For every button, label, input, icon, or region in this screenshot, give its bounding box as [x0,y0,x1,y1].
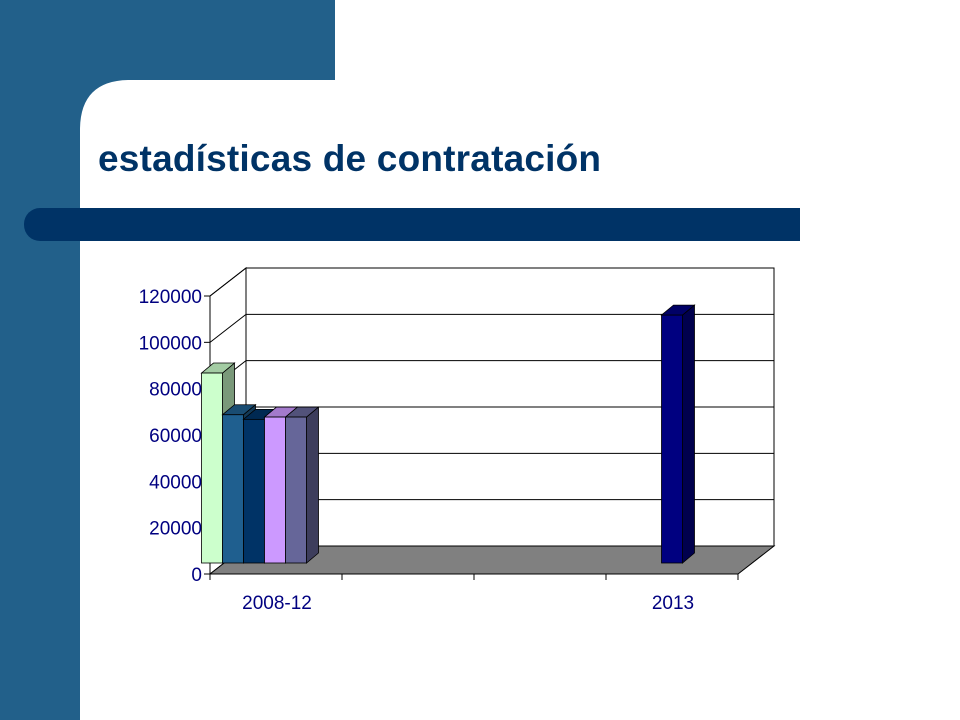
gridline [209,267,774,297]
y-tick-label: 100000 [139,333,202,354]
y-tick-label: 80000 [149,380,202,401]
y-tick-label: 60000 [149,426,202,447]
bar [222,414,244,564]
y-tick-label: 0 [191,565,202,586]
bar [661,314,683,564]
bar [264,416,286,564]
content-corner [0,0,335,720]
y-tick-label: 120000 [139,287,202,308]
y-tick-label: 20000 [149,519,202,540]
x-tick-label: 2008-12 [242,593,312,614]
bar [201,372,223,564]
x-tick-label: 2013 [652,593,694,614]
gridline [209,313,774,343]
y-tick-label: 40000 [149,472,202,493]
title-bar-right [60,208,800,241]
bar-side [682,304,695,564]
bar [285,416,307,564]
bar-side [306,406,319,564]
slide-title: estadísticas de contratación [98,138,602,179]
bar [243,418,265,564]
